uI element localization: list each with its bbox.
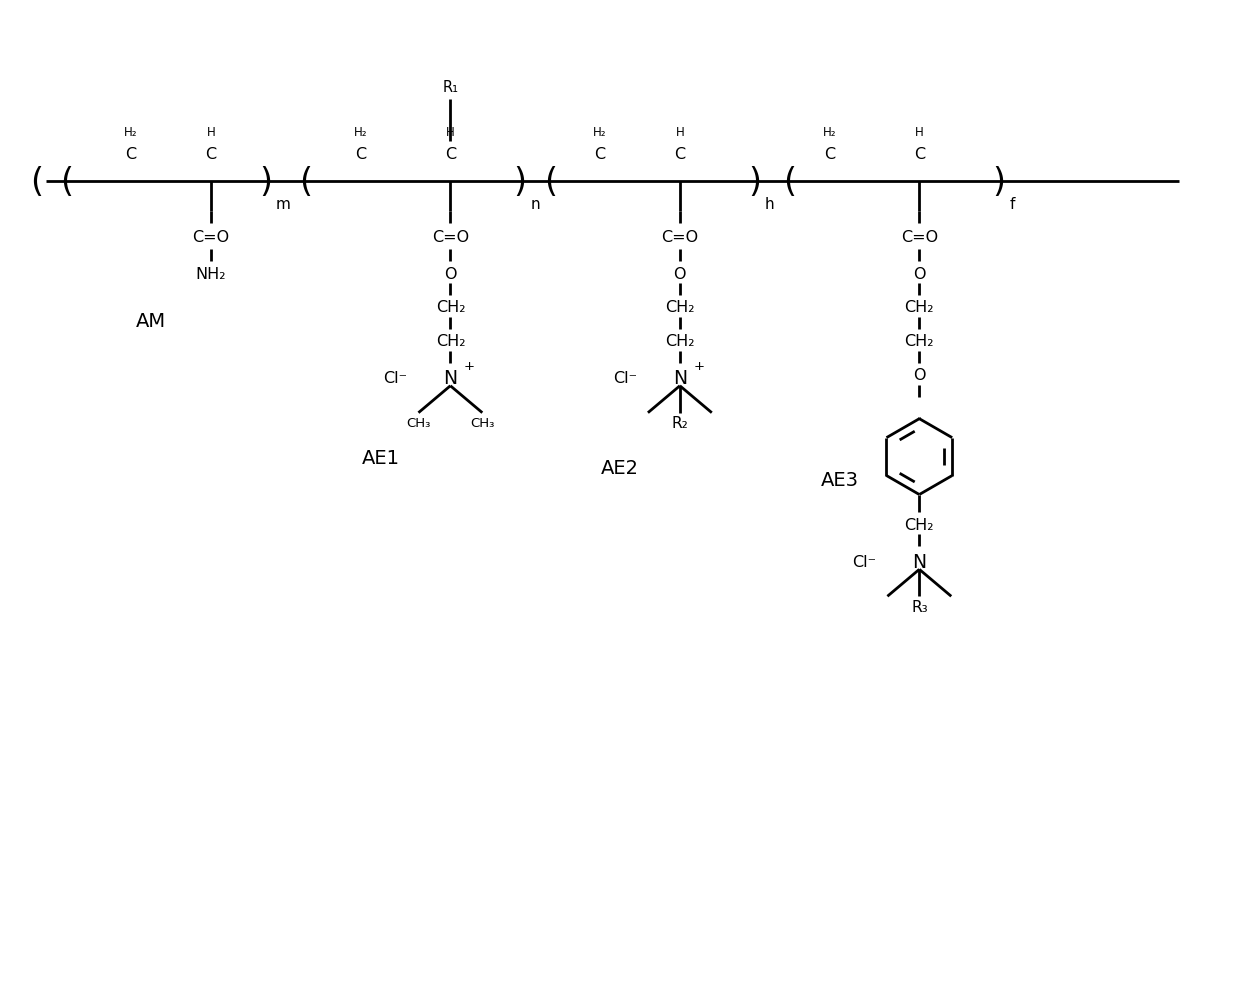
Text: C=O: C=O xyxy=(192,229,229,244)
Text: O: O xyxy=(913,267,925,282)
Text: H: H xyxy=(915,125,924,138)
Text: +: + xyxy=(693,360,704,373)
Text: C: C xyxy=(206,146,217,161)
Text: (: ( xyxy=(60,165,73,198)
Text: H₂: H₂ xyxy=(353,125,367,138)
Text: Cl⁻: Cl⁻ xyxy=(852,554,877,569)
Text: O: O xyxy=(673,267,686,282)
Text: N: N xyxy=(444,369,458,388)
Text: +: + xyxy=(464,360,475,373)
Text: (: ( xyxy=(299,165,312,198)
Text: H: H xyxy=(207,125,216,138)
Text: ): ) xyxy=(259,165,273,198)
Text: C: C xyxy=(445,146,456,161)
Text: C=O: C=O xyxy=(432,229,469,244)
Text: N: N xyxy=(673,369,687,388)
Text: h: h xyxy=(765,196,774,211)
Text: AM: AM xyxy=(136,312,166,331)
Text: O: O xyxy=(444,267,456,282)
Text: (: ( xyxy=(784,165,796,198)
Text: C=O: C=O xyxy=(900,229,937,244)
Text: O: O xyxy=(913,368,925,383)
Text: N: N xyxy=(913,552,926,571)
Text: CH₃: CH₃ xyxy=(407,417,430,430)
Text: C: C xyxy=(823,146,835,161)
Text: C: C xyxy=(914,146,925,161)
Text: C=O: C=O xyxy=(661,229,698,244)
Text: CH₂: CH₂ xyxy=(435,301,465,315)
Text: (: ( xyxy=(30,165,43,198)
Text: CH₂: CH₂ xyxy=(904,301,934,315)
Text: Cl⁻: Cl⁻ xyxy=(383,371,408,386)
Text: R₃: R₃ xyxy=(911,599,928,614)
Text: CH₂: CH₂ xyxy=(665,301,694,315)
Text: CH₃: CH₃ xyxy=(470,417,495,430)
Text: AE3: AE3 xyxy=(821,471,858,490)
Text: R₁: R₁ xyxy=(443,80,459,95)
Text: H₂: H₂ xyxy=(124,125,138,138)
Text: ): ) xyxy=(513,165,527,198)
Text: AE1: AE1 xyxy=(362,449,399,468)
Text: C: C xyxy=(594,146,605,161)
Text: Cl⁻: Cl⁻ xyxy=(613,371,637,386)
Text: H: H xyxy=(446,125,455,138)
Text: CH₂: CH₂ xyxy=(435,334,465,349)
Text: NH₂: NH₂ xyxy=(196,267,226,282)
Text: n: n xyxy=(531,196,539,211)
Text: C: C xyxy=(355,146,366,161)
Text: (: ( xyxy=(543,165,557,198)
Text: AE2: AE2 xyxy=(601,459,639,478)
Text: CH₂: CH₂ xyxy=(665,334,694,349)
Text: m: m xyxy=(275,196,290,211)
Text: f: f xyxy=(1009,196,1014,211)
Text: CH₂: CH₂ xyxy=(904,334,934,349)
Text: CH₂: CH₂ xyxy=(904,517,934,532)
Text: H: H xyxy=(676,125,684,138)
Text: ): ) xyxy=(748,165,761,198)
Text: C: C xyxy=(125,146,136,161)
Text: H₂: H₂ xyxy=(593,125,606,138)
Text: R₂: R₂ xyxy=(672,416,688,431)
Text: H₂: H₂ xyxy=(823,125,836,138)
Text: ): ) xyxy=(993,165,1006,198)
Text: C: C xyxy=(675,146,686,161)
